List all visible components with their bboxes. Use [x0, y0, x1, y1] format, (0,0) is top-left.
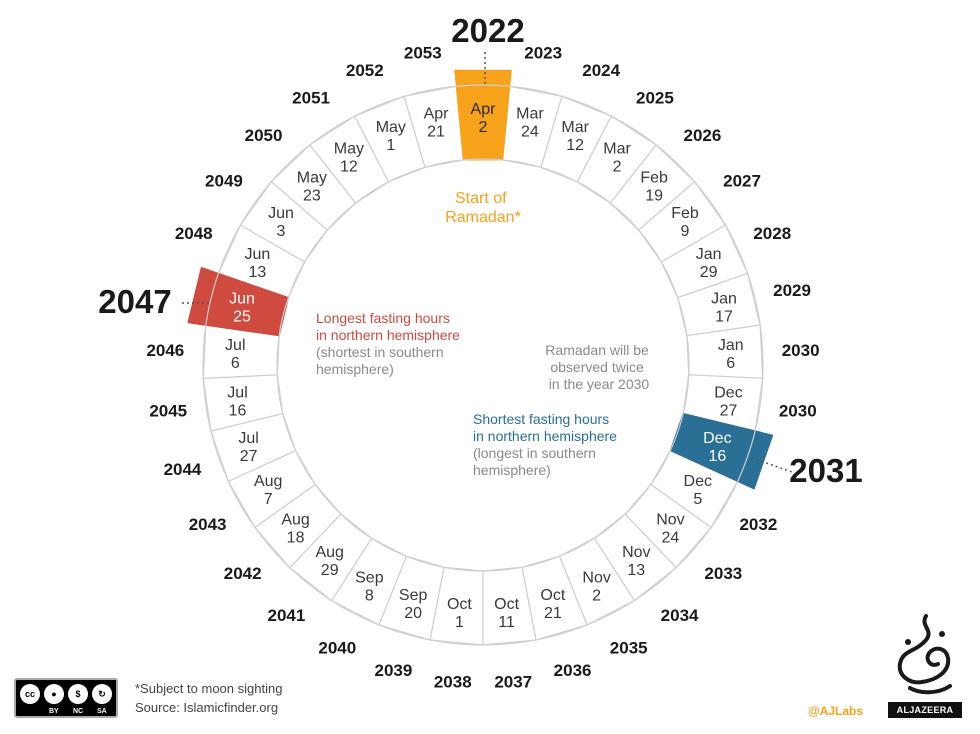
ajlabs-credit: @AJLabs — [808, 704, 864, 718]
year-label-2039: 2039 — [374, 661, 412, 680]
year-label-2023: 2023 — [524, 44, 562, 63]
date-label-2048: Jun 13 — [245, 246, 271, 281]
year-label-2041: 2041 — [268, 606, 306, 625]
segment-2022-orange — [454, 69, 512, 161]
twice-note: Ramadan will be observed twice in the ye… — [545, 342, 652, 392]
date-label-2029: Jan 17 — [711, 291, 737, 326]
year-label-2037: 2037 — [494, 673, 532, 692]
year-label-2029: 2029 — [773, 281, 811, 300]
year-label-2026: 2026 — [684, 126, 722, 145]
year-label-2035: 2035 — [610, 639, 648, 658]
cc-by-label: BY — [49, 708, 59, 715]
creative-commons-badge: cc ● $ ↻ BY NC SA — [14, 678, 118, 718]
date-label-2027: Feb 9 — [671, 205, 699, 240]
year-label-2042: 2042 — [224, 564, 262, 583]
year-label-2044: 2044 — [164, 460, 202, 479]
year-label-2051: 2051 — [292, 88, 330, 107]
date-label-2039: Sep 20 — [399, 587, 428, 622]
year-label-2048: 2048 — [175, 224, 213, 243]
year-label-2030: 2030 — [779, 401, 817, 420]
leader-2031 — [751, 457, 793, 473]
year-label-2032: 2032 — [739, 515, 777, 534]
year-label-2024: 2024 — [582, 61, 620, 80]
year-label-2046: 2046 — [146, 341, 184, 360]
date-label-2040: Sep 8 — [355, 569, 384, 604]
date-label-2034: Nov 13 — [622, 544, 650, 579]
year-label-2047-highlight: 2047 — [98, 283, 171, 320]
year-label-2049: 2049 — [205, 172, 243, 191]
date-label-2051: May 12 — [334, 140, 364, 175]
date-label-2028: Jan 29 — [696, 246, 722, 281]
cc-icon: cc — [20, 684, 40, 704]
cc-sa-label: SA — [97, 708, 107, 715]
date-label-2044: Jul 27 — [238, 430, 258, 465]
shortest-sub-note: (longest in southern hemisphere) — [473, 445, 600, 478]
date-label-2047: Jun 25 — [229, 291, 255, 326]
year-label-2028: 2028 — [753, 224, 791, 243]
date-label-2046: Jul 6 — [225, 337, 245, 372]
longest-sub-note: (shortest in southern hemisphere) — [316, 344, 448, 377]
longest-note: Longest fasting hours in northern hemisp… — [316, 310, 460, 343]
year-label-2030: 2030 — [782, 341, 820, 360]
date-label-2037: Oct 11 — [494, 596, 519, 631]
year-label-2052: 2052 — [346, 61, 384, 80]
aljazeera-logo-mark — [897, 614, 952, 695]
date-label-2053: Apr 21 — [424, 105, 450, 140]
year-label-2053: 2053 — [404, 44, 442, 63]
outer-ring — [202, 84, 764, 646]
date-label-2041: Aug 29 — [315, 544, 343, 579]
year-label-2038: 2038 — [434, 673, 472, 692]
year-label-2043: 2043 — [189, 515, 227, 534]
date-label-2025: Mar 2 — [603, 140, 631, 175]
segment-2047-red — [187, 266, 290, 337]
footnote: *Subject to moon sighting — [135, 681, 283, 696]
date-label-2050: May 23 — [297, 170, 327, 205]
year-label-2036: 2036 — [554, 661, 592, 680]
date-label-2024: Mar 12 — [561, 119, 589, 154]
aljazeera-wordmark: ALJAZEERA — [888, 702, 962, 718]
date-label-2036: Oct 21 — [540, 587, 565, 622]
year-label-2033: 2033 — [704, 564, 742, 583]
date-label-2043: Aug 7 — [254, 473, 282, 508]
source-line: Source: Islamicfinder.org — [135, 700, 279, 715]
date-label-2045: Jul 16 — [227, 384, 247, 419]
date-label-2030: Dec 27 — [714, 384, 742, 419]
noncommercial-icon: $ — [68, 684, 88, 704]
year-label-2027: 2027 — [723, 172, 761, 191]
date-label-2030: Jan 6 — [718, 337, 744, 372]
date-label-2023: Mar 24 — [516, 105, 544, 140]
date-label-2035: Nov 2 — [582, 569, 610, 604]
date-label-2026: Feb 19 — [640, 170, 668, 205]
shortest-note: Shortest fasting hours in northern hemis… — [473, 411, 617, 444]
date-label-2031: Dec 16 — [703, 430, 731, 465]
year-label-2045: 2045 — [149, 401, 187, 420]
date-label-2049: Jun 3 — [268, 205, 294, 240]
attribution-icon: ● — [44, 684, 64, 704]
leader-lines — [182, 52, 793, 473]
year-label-2031-highlight: 2031 — [789, 452, 862, 489]
start-note: Start of Ramadan* — [445, 190, 521, 226]
year-label-2034: 2034 — [661, 606, 699, 625]
year-label-2050: 2050 — [245, 126, 283, 145]
year-label-2022-highlight: 2022 — [451, 12, 524, 49]
date-label-2052: May 1 — [376, 119, 406, 154]
date-label-2038: Oct 1 — [447, 596, 472, 631]
year-label-2040: 2040 — [318, 639, 356, 658]
segment-2031-blue — [669, 412, 774, 490]
inner-ring — [276, 158, 690, 572]
year-label-2025: 2025 — [636, 88, 674, 107]
cc-nc-label: NC — [73, 708, 84, 715]
date-label-2022: Apr 2 — [471, 101, 497, 136]
date-label-2032: Dec 5 — [684, 473, 712, 508]
date-label-2033: Nov 24 — [656, 511, 684, 546]
sharealike-icon: ↻ — [92, 684, 112, 704]
date-label-2042: Aug 18 — [281, 511, 309, 546]
